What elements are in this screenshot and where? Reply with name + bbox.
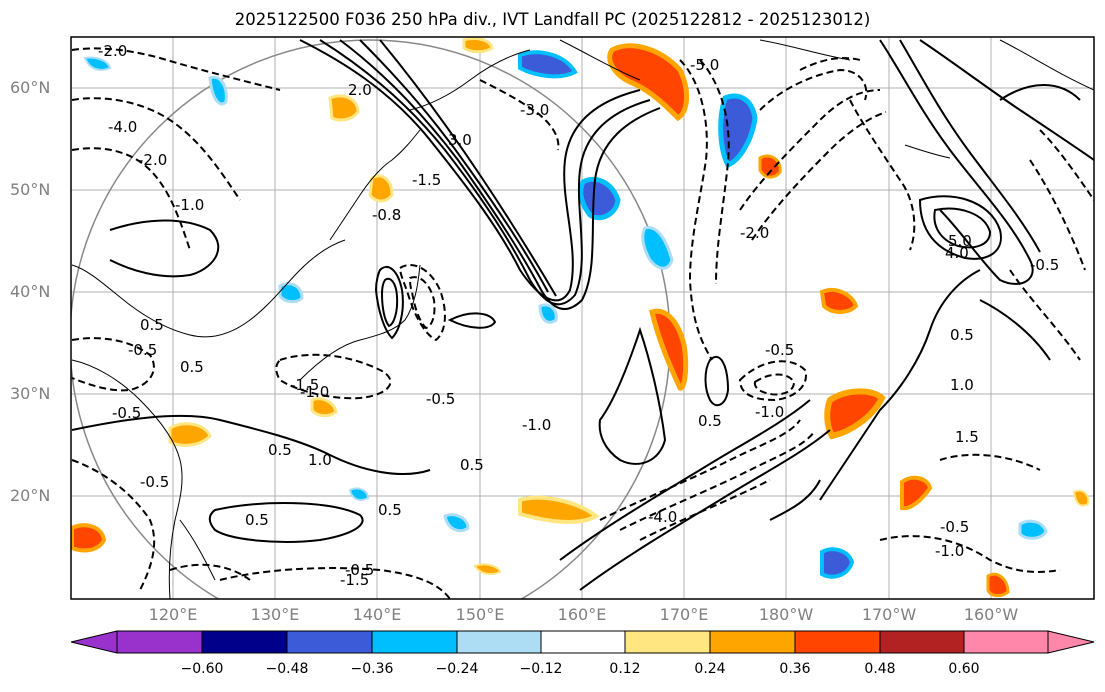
contour-label: -1.0 <box>300 383 329 401</box>
lon-label: 170°E <box>659 605 709 624</box>
colorbar-segment <box>794 630 881 654</box>
contour-label: -1.0 <box>522 416 551 434</box>
lat-label: 40°N <box>10 282 51 301</box>
contour-label: -2.0 <box>138 151 167 169</box>
contour-label: -0.5 <box>426 390 455 408</box>
positive-contours <box>71 39 1094 591</box>
contour-label: -0.8 <box>372 206 401 224</box>
contour-label: -0.5 <box>765 341 794 359</box>
colorbar-tick-label: −0.48 <box>265 661 309 677</box>
contour-label: -3.0 <box>520 101 549 119</box>
map-frame <box>70 36 1095 600</box>
colorbar-tick-label: 0.12 <box>609 661 641 677</box>
colorbar-segment <box>371 630 458 654</box>
contour-label: 0.5 <box>245 511 269 529</box>
colorbar-segment <box>624 630 711 654</box>
colorbar-tick-label: −0.12 <box>519 661 563 677</box>
colorbar-segment <box>286 630 373 654</box>
contour-label: -2.0 <box>740 224 769 242</box>
contour-label: 1.0 <box>950 376 974 394</box>
colorbar-tick-label: 0.36 <box>779 661 811 677</box>
contour-labels: -2.0 -4.0 -2.0 -1.0 0.5 -0.5 -0.5 0.5 -1… <box>98 42 1059 589</box>
contour-label: 3.0 <box>448 131 472 149</box>
contour-label: 0.5 <box>460 456 484 474</box>
contour-label: -0.5 <box>128 341 157 359</box>
lon-label: 130°E <box>250 605 300 624</box>
colorbar-segment <box>879 630 965 654</box>
contour-label: -0.5 <box>940 518 969 536</box>
lat-label: 30°N <box>10 384 51 403</box>
contour-label: -0.5 <box>112 404 141 422</box>
contour-label: -1.0 <box>755 403 784 421</box>
contour-label: 0.5 <box>950 326 974 344</box>
colorbar-segment <box>456 630 542 654</box>
contour-label: -4.0 <box>108 118 137 136</box>
divergence-shading <box>71 37 1090 598</box>
contour-label: -0.5 <box>345 561 374 579</box>
contour-label: 5.0 <box>948 232 972 250</box>
colorbar-segment <box>963 630 1049 654</box>
contour-label: -1.5 <box>340 571 369 589</box>
colorbar-tick-label: 0.24 <box>694 661 726 677</box>
colorbar-tick-label: −0.24 <box>435 661 479 677</box>
coastlines <box>71 39 1094 599</box>
colorbar-segment <box>116 630 203 654</box>
contour-label: 0.5 <box>268 441 292 459</box>
contour-label: -1.0 <box>175 196 204 214</box>
colorbar-segment <box>201 630 288 654</box>
negative-contours <box>71 47 1094 599</box>
contour-label: -1.0 <box>935 542 964 560</box>
contour-label: 4.0 <box>945 244 969 262</box>
colorbar-segment <box>709 630 796 654</box>
lon-label: 150°E <box>455 605 505 624</box>
lon-label: 160°W <box>963 605 1019 624</box>
colorbar-tick-label: 0.48 <box>864 661 896 677</box>
contour-label: 1.5 <box>955 428 979 446</box>
lon-label: 160°E <box>557 605 607 624</box>
colorbar-tick-label: 0.60 <box>948 661 980 677</box>
lat-label: 60°N <box>10 78 51 97</box>
contour-label: 0.5 <box>140 316 164 334</box>
colorbar-tick-label: −0.36 <box>350 661 394 677</box>
lon-label: 170°W <box>861 605 917 624</box>
colorbar-tick-label: −0.60 <box>180 661 224 677</box>
contour-label: -4.0 <box>648 508 677 526</box>
colorbar <box>70 630 1095 654</box>
contour-label: -2.0 <box>98 42 127 60</box>
lon-label: 140°E <box>352 605 402 624</box>
contour-label: 0.5 <box>698 412 722 430</box>
contour-label: -1.5 <box>412 171 441 189</box>
contour-label: 2.0 <box>348 81 372 99</box>
contour-label: 0.5 <box>378 501 402 519</box>
graticule <box>71 37 1094 599</box>
colorbar-high-extend <box>1047 630 1095 654</box>
figure-title: 2025122500 F036 250 hPa div., IVT Landfa… <box>234 10 871 29</box>
contour-label: -1.5 <box>290 376 319 394</box>
lat-label: 50°N <box>10 180 51 199</box>
contour-label: 0.5 <box>180 358 204 376</box>
contour-label: -5.0 <box>690 56 719 74</box>
contour-label: 1.0 <box>308 451 332 469</box>
contour-label: -0.5 <box>140 473 169 491</box>
lon-label: 120°E <box>148 605 198 624</box>
contour-label: -0.5 <box>1030 256 1059 274</box>
colorbar-segment <box>540 630 626 654</box>
lon-label: 180°W <box>758 605 814 624</box>
colorbar-low-extend <box>70 630 118 654</box>
lat-label: 20°N <box>10 486 51 505</box>
